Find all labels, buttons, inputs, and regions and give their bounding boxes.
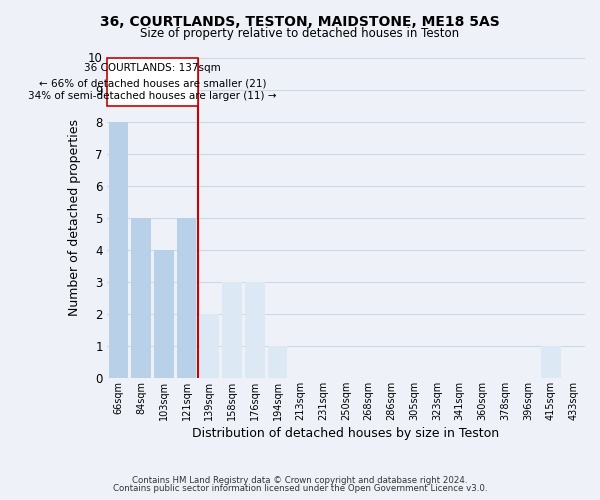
- Bar: [541, 346, 560, 378]
- Bar: [131, 218, 151, 378]
- FancyBboxPatch shape: [107, 58, 198, 106]
- Text: 34% of semi-detached houses are larger (11) →: 34% of semi-detached houses are larger (…: [28, 92, 277, 102]
- Bar: [154, 250, 173, 378]
- Text: 36, COURTLANDS, TESTON, MAIDSTONE, ME18 5AS: 36, COURTLANDS, TESTON, MAIDSTONE, ME18 …: [100, 15, 500, 29]
- Text: Size of property relative to detached houses in Teston: Size of property relative to detached ho…: [140, 28, 460, 40]
- Bar: [245, 282, 265, 378]
- Text: ← 66% of detached houses are smaller (21): ← 66% of detached houses are smaller (21…: [39, 78, 266, 88]
- Bar: [177, 218, 196, 378]
- Text: 36 COURTLANDS: 137sqm: 36 COURTLANDS: 137sqm: [84, 64, 221, 74]
- Bar: [109, 122, 128, 378]
- Text: Contains public sector information licensed under the Open Government Licence v3: Contains public sector information licen…: [113, 484, 487, 493]
- Bar: [223, 282, 242, 378]
- Bar: [200, 314, 219, 378]
- Text: Contains HM Land Registry data © Crown copyright and database right 2024.: Contains HM Land Registry data © Crown c…: [132, 476, 468, 485]
- X-axis label: Distribution of detached houses by size in Teston: Distribution of detached houses by size …: [193, 427, 500, 440]
- Y-axis label: Number of detached properties: Number of detached properties: [68, 119, 81, 316]
- Bar: [268, 346, 287, 378]
